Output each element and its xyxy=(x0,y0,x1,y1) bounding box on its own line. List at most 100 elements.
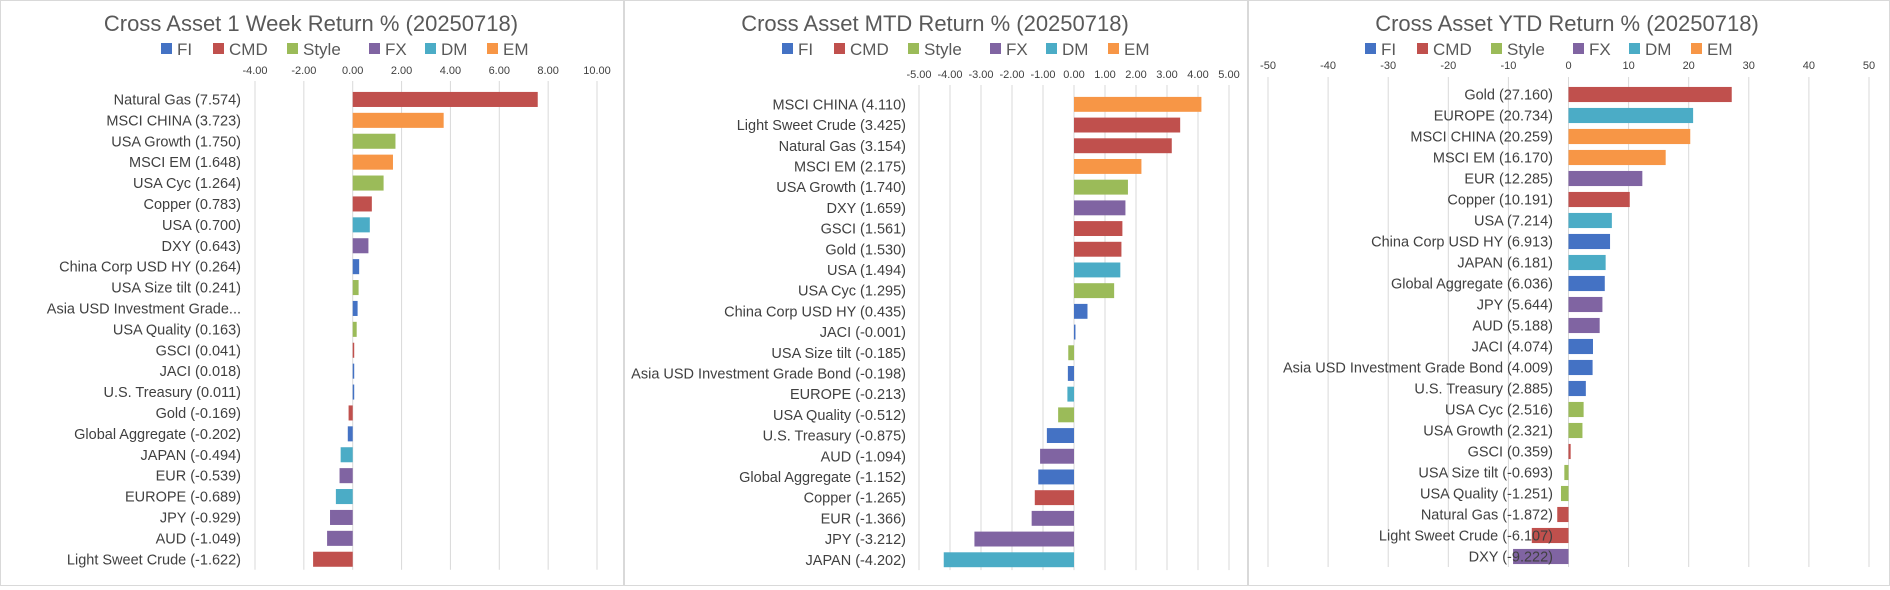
x-tick-label: 2.00 xyxy=(391,65,412,77)
bar xyxy=(1557,506,1569,523)
x-tick-label: 4.00 xyxy=(1187,69,1208,81)
legend-swatch-style xyxy=(908,43,919,54)
bar xyxy=(1074,179,1128,195)
x-tick-label: 1.00 xyxy=(1094,69,1115,81)
bar xyxy=(1074,241,1122,257)
legend-label-dm: DM xyxy=(441,40,467,59)
legend-label-fi: FI xyxy=(798,40,813,59)
legend-label-cmd: CMD xyxy=(850,40,889,59)
bar xyxy=(943,552,1074,568)
category-label: AUD (-1.049) xyxy=(156,531,241,547)
legend-label-fx: FX xyxy=(1589,40,1611,59)
bar xyxy=(352,280,359,296)
chart-title: Cross Asset 1 Week Return % (20250718) xyxy=(104,11,518,36)
x-tick-label: 0 xyxy=(1565,60,1571,72)
chart-ytd-svg: Cross Asset YTD Return % (20250718) FI CMD… xyxy=(1260,11,1875,567)
x-tick-label: 6.00 xyxy=(489,65,510,77)
category-label: Global Aggregate (-0.202) xyxy=(74,427,241,443)
bar xyxy=(352,384,355,400)
category-label: USA Size tilt (-0.185) xyxy=(771,346,906,362)
chart-title: Cross Asset YTD Return % (20250718) xyxy=(1375,11,1759,36)
category-label: U.S. Treasury (-0.875) xyxy=(763,429,906,445)
category-label: Asia USD Investment Grade Bond (4.009) xyxy=(1283,361,1553,377)
legend-label-fi: FI xyxy=(1381,40,1396,59)
bar xyxy=(1074,262,1121,278)
category-label: MSCI EM (1.648) xyxy=(129,155,241,171)
x-tick-label: -50 xyxy=(1260,60,1276,72)
x-tick-label: -2.00 xyxy=(291,65,316,77)
category-label: EUR (12.285) xyxy=(1464,172,1553,188)
category-label: USA Size tilt (0.241) xyxy=(111,281,241,297)
category-label: Global Aggregate (-1.152) xyxy=(739,470,906,486)
category-label: Light Sweet Crude (-6.107) xyxy=(1379,529,1553,545)
legend-swatch-em xyxy=(487,43,498,54)
chart-mtd-svg: Cross Asset MTD Return % (20250718) FI CMD… xyxy=(631,11,1240,571)
bar xyxy=(352,321,357,337)
x-tick-label: 30 xyxy=(1743,60,1755,72)
category-label: Gold (27.160) xyxy=(1464,88,1553,104)
category-label: USA Growth (1.740) xyxy=(776,180,906,196)
bar xyxy=(1074,138,1172,154)
category-label: JPY (-3.212) xyxy=(825,532,906,548)
category-label: EUR (-0.539) xyxy=(156,469,241,485)
bar xyxy=(1058,407,1074,423)
legend-swatch-fx xyxy=(1573,43,1584,54)
bar xyxy=(352,300,358,316)
category-label: USA (7.214) xyxy=(1474,214,1553,230)
x-tick-label: 5.00 xyxy=(1218,69,1239,81)
bar xyxy=(313,551,353,567)
bar xyxy=(1074,158,1142,174)
x-tick-label: 8.00 xyxy=(537,65,558,77)
bar xyxy=(352,259,360,275)
legend-swatch-fi xyxy=(161,43,172,54)
bar xyxy=(1034,490,1074,506)
bar xyxy=(1568,359,1593,376)
category-label: JACI (0.018) xyxy=(160,364,241,380)
bar xyxy=(1038,469,1074,485)
x-tick-label: 50 xyxy=(1863,60,1875,72)
bar xyxy=(1568,380,1586,397)
category-label: China Corp USD HY (0.264) xyxy=(59,260,241,276)
x-tick-label: 10 xyxy=(1622,60,1634,72)
bar xyxy=(974,531,1074,547)
category-label: DXY (-9.222) xyxy=(1469,550,1553,566)
category-label: Asia USD Investment Grade Bond (-0.198) xyxy=(631,366,906,382)
x-tick-label: 40 xyxy=(1803,60,1815,72)
category-label: U.S. Treasury (2.885) xyxy=(1414,382,1553,398)
legend-swatch-dm xyxy=(1629,43,1640,54)
category-label: Natural Gas (-1.872) xyxy=(1421,508,1553,524)
bar xyxy=(1568,170,1643,187)
chart-1-week-svg: Cross Asset 1 Week Return % (20250718) FI… xyxy=(47,11,611,570)
bar xyxy=(327,530,353,546)
legend-label-em: EM xyxy=(1707,40,1733,59)
bar xyxy=(1568,401,1584,418)
bar xyxy=(1560,485,1569,502)
category-label: MSCI CHINA (4.110) xyxy=(773,97,907,113)
category-label: USA Quality (-0.512) xyxy=(773,408,906,424)
x-tick-label: -40 xyxy=(1320,60,1336,72)
category-label: Asia USD Investment Grade... xyxy=(47,301,241,317)
bar xyxy=(1568,254,1606,271)
legend-label-fi: FI xyxy=(177,40,192,59)
category-label: USA (1.494) xyxy=(827,263,906,279)
x-tick-label: -30 xyxy=(1380,60,1396,72)
x-tick-label: -2.00 xyxy=(999,69,1024,81)
category-label: Gold (-0.169) xyxy=(156,406,241,422)
bar xyxy=(1067,365,1074,381)
legend-swatch-cmd xyxy=(213,43,224,54)
category-label: USA (0.700) xyxy=(162,218,241,234)
bar xyxy=(330,509,353,525)
category-label: DXY (1.659) xyxy=(826,201,906,217)
bar xyxy=(347,426,353,442)
category-label: JAPAN (-0.494) xyxy=(141,448,241,464)
chart-panel-mtd: Cross Asset MTD Return % (20250718) FI CMD… xyxy=(624,0,1248,586)
category-label: JACI (4.074) xyxy=(1472,340,1553,356)
bar xyxy=(1074,200,1126,216)
bar xyxy=(352,363,355,379)
legend-swatch-em xyxy=(1108,43,1119,54)
legend-swatch-cmd xyxy=(834,43,845,54)
bar xyxy=(1513,548,1569,565)
chart-panel-1-week: Cross Asset 1 Week Return % (20250718) FI… xyxy=(0,0,624,586)
category-label: GSCI (0.041) xyxy=(156,343,241,359)
